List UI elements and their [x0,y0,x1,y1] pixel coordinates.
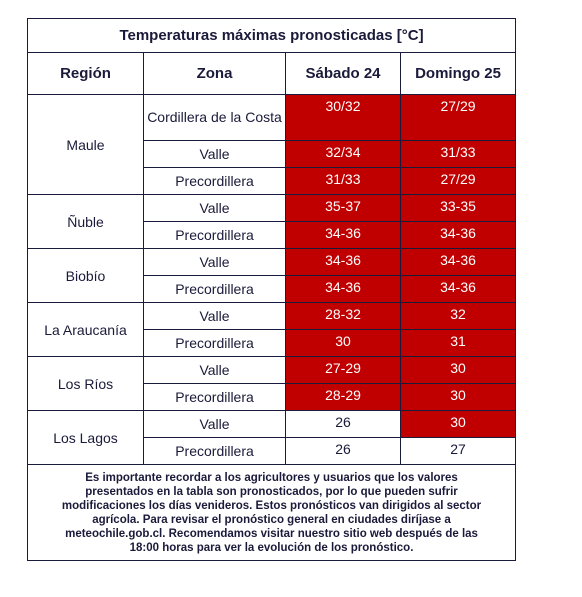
zone-cell: Precordillera [143,275,286,303]
footer-note: Es importante recordar a los agricultore… [26,464,517,561]
data-row: Los Ríos Valle 27-29 30 [27,356,517,411]
footer-line: agrícola. Para revisar el pronóstico gen… [92,513,451,526]
table: Temperaturas máximas pronosticadas [°C] … [26,18,517,561]
region-cell: La Araucanía [27,302,144,357]
column-header: Sábado 24 [285,52,401,95]
table-title: Temperaturas máximas pronosticadas [°C] [26,18,517,53]
column-header: Domingo 25 [399,52,517,95]
temperature-cell: 32 [399,302,517,330]
region-cell: Los Ríos [27,356,144,411]
zone-cell: Valle [143,194,286,222]
temperature-cell: 30 [399,356,517,384]
temperature-cell: 31/33 [285,167,401,195]
data-row: Precordillera 34-36 34-36 [28,221,517,249]
data-row: Precordillera 28-29 30 [28,383,517,411]
footer-line: presentados en la tabla son pronosticado… [85,485,458,498]
zone-cell: Valle [143,140,286,168]
temperature-cell: 30/32 [285,94,401,141]
temperature-cell: 33-35 [399,194,517,222]
temperature-cell: 32/34 [285,140,401,168]
forecast-table: Temperaturas máximas pronosticadas [°C] … [26,18,517,561]
data-row: Precordillera 30 31 [28,329,517,357]
temperature-cell: 31 [399,329,517,357]
temperature-cell: 28-32 [285,302,401,330]
temperature-cell: 26 [285,437,401,465]
zone-cell: Valle [143,302,286,330]
temperature-cell: 27/29 [399,94,517,141]
temperature-cell: 34-36 [285,275,401,303]
data-row: Maule Cordillera de la Costa 30/32 27/29 [27,94,517,195]
zone-cell: Valle [143,410,286,438]
temperature-cell: 34-36 [399,221,517,249]
footer-line: meteochile.gob.cl. Recomendamos visitar … [65,527,478,540]
zone-cell: Precordillera [143,167,286,195]
zone-cell: Cordillera de la Costa [143,94,286,141]
zone-cell: Valle [143,356,286,384]
temperature-cell: 34-36 [399,248,517,276]
footer-line: modificaciones los días venideros. Estos… [61,499,482,512]
temperature-cell: 28-29 [285,383,401,411]
data-row: Ñuble Valle 35-37 33-35 [27,194,517,249]
temperature-cell: 30 [285,329,401,357]
zone-cell: Precordillera [143,329,286,357]
footer-line: Es importante recordar a los agricultore… [85,471,458,484]
data-row: Los Lagos Valle 26 30 [27,410,517,465]
footer-row: Es importante recordar a los agricultore… [26,464,517,561]
temperature-cell: 27 [399,437,517,465]
temperature-cell: 35-37 [285,194,401,222]
data-row: Precordillera 31/33 27/29 [28,167,517,195]
region-cell: Los Lagos [27,410,144,465]
temperature-cell: 30 [399,410,517,438]
temperature-cell: 31/33 [399,140,517,168]
data-row: La Araucanía Valle 28-32 32 [27,302,517,357]
data-row: Valle 32/34 31/33 [28,140,517,168]
temperature-cell: 34-36 [285,221,401,249]
header-row: Región Zona Sábado 24 Domingo 25 [27,52,517,95]
temperature-cell: 26 [285,410,401,438]
zone-cell: Valle [143,248,286,276]
region-cell: Ñuble [27,194,144,249]
footer-line: 18:00 horas para ver la evolución de los… [129,541,414,554]
temperature-cell: 30 [399,383,517,411]
data-row: Precordillera 26 27 [28,437,517,465]
temperature-cell: 27-29 [285,356,401,384]
zone-cell: Precordillera [143,383,286,411]
column-header: Región [27,52,144,95]
zone-cell: Precordillera [143,437,286,465]
temperature-cell: 27/29 [399,167,517,195]
zone-cell: Precordillera [143,221,286,249]
temperature-cell: 34-36 [399,275,517,303]
data-row: Precordillera 34-36 34-36 [28,275,517,303]
temperature-cell: 34-36 [285,248,401,276]
data-row: Biobío Valle 34-36 34-36 [27,248,517,303]
column-header: Zona [143,52,286,95]
region-cell: Biobío [27,248,144,303]
region-cell: Maule [27,94,144,195]
